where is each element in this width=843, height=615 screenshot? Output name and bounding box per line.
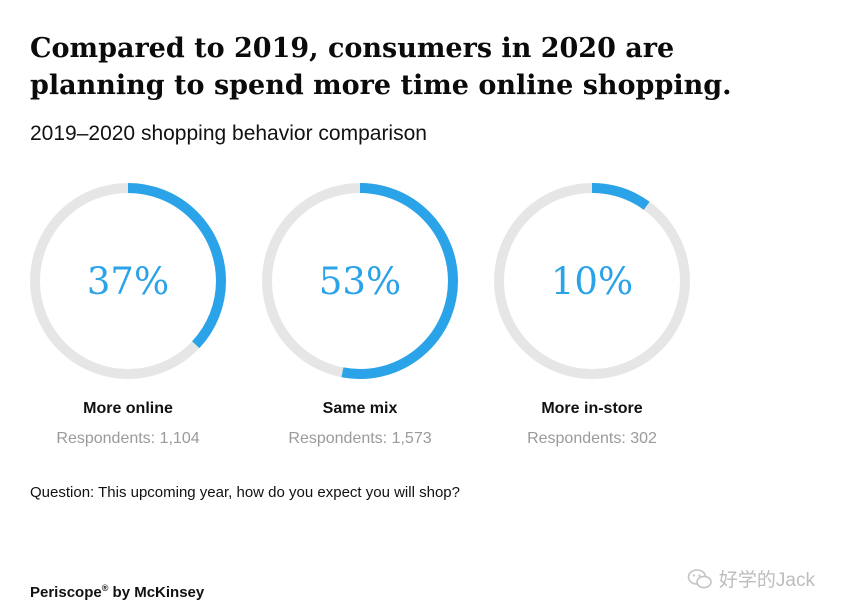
- ring-arc-2: [262, 183, 458, 379]
- brand-name: Periscope: [30, 584, 102, 601]
- ring-value-label: 53%: [319, 260, 401, 303]
- ring-category-label: More in-store: [541, 400, 643, 417]
- ring-value-label: 37%: [87, 260, 169, 303]
- chart-subtitle: 2019–2020 shopping behavior comparison: [30, 122, 427, 145]
- ring-respondents-label: Respondents: 302: [527, 430, 657, 447]
- ring-respondents-label: Respondents: 1,104: [56, 430, 200, 447]
- ring-arc-3: [494, 183, 690, 379]
- ring-category-label: Same mix: [322, 400, 398, 417]
- ring-respondents-label: Respondents: 1,573: [288, 430, 432, 447]
- ring-arc-1: [30, 183, 226, 379]
- brand-footer: Periscope® by McKinsey: [30, 583, 204, 601]
- watermark-text: 好学的Jack: [718, 570, 815, 591]
- page-title: Compared to 2019, consumers in 2020 are …: [30, 33, 732, 101]
- brand-by: by McKinsey: [108, 584, 205, 601]
- wechat-icon: [687, 568, 712, 588]
- donut-chart: 37% 53% 10%: [30, 183, 690, 379]
- ring-value-label: 10%: [551, 260, 633, 303]
- registered-mark: ®: [101, 583, 109, 593]
- question-text: Question: This upcoming year, how do you…: [30, 484, 460, 501]
- watermark: 好学的Jack: [687, 565, 815, 592]
- ring-category-label: More online: [83, 400, 173, 417]
